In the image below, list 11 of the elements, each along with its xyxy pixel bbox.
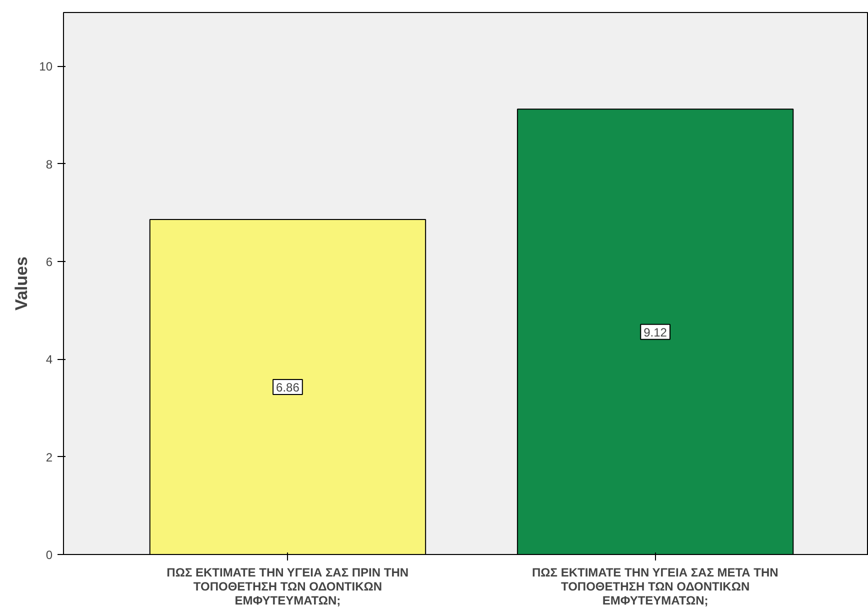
x-tick-label: ΠΩΣ ΕΚΤΙΜΑΤΕ ΤΗΝ ΥΓΕΙΑ ΣΑΣ ΠΡΙΝ ΤΗΝ ΤΟΠΟΘΕΤΗΣΗ ΤΩΝ ΟΔΟΝΤΙΚΩΝ ΕΜΦΥΤΕΥΜΑΤΩΝ; — [166, 566, 409, 608]
x-tick-label: ΠΩΣ ΕΚΤΙΜΑΤΕ ΤΗΝ ΥΓΕΙΑ ΣΑΣ ΜΕΤΑ ΤΗΝ ΤΟΠΟΘΕΤΗΣΗ ΤΩΝ ΟΔΟΝΤΙΚΩΝ ΕΜΦΥΤΕΥΜΑΤΩΝ; — [532, 566, 778, 608]
y-axis-title: Values — [12, 256, 32, 310]
y-tick-label: 0 — [46, 548, 53, 562]
y-tick-label: 2 — [46, 450, 53, 464]
y-tick-label: 10 — [39, 60, 53, 74]
data-label: 9.12 — [644, 325, 668, 340]
y-tick-label: 4 — [46, 352, 53, 367]
y-tick-label: 8 — [46, 157, 53, 172]
data-label: 6.86 — [276, 380, 300, 395]
y-tick-label: 6 — [46, 255, 53, 270]
